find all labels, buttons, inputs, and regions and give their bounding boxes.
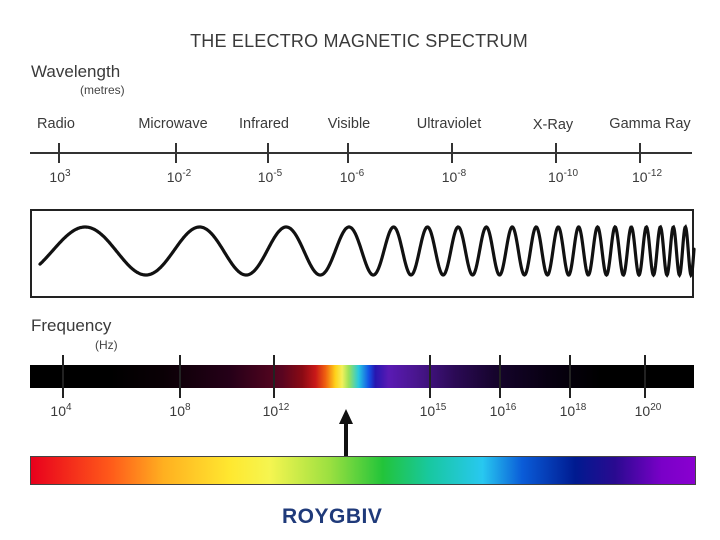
band-label-visible: Visible [327, 116, 371, 132]
wave-panel [30, 209, 696, 298]
roygbiv-label: ROYGBIV [282, 505, 383, 528]
band-label-xray: X-Ray [532, 117, 574, 133]
frequency-title: Frequency [31, 316, 112, 335]
frequency-tick-label: 1012 [262, 402, 290, 419]
frequency-tick-label: 108 [169, 402, 191, 419]
frequency-unit: (Hz) [95, 338, 118, 352]
wavelength-tick-label: 10-2 [166, 168, 192, 185]
frequency-tick-label: 1015 [419, 402, 447, 419]
frequency-tick-label: 1016 [489, 402, 517, 419]
wavelength-tick-label: 10-6 [339, 168, 365, 185]
band-label-ultraviolet: Ultraviolet [416, 116, 482, 132]
band-label-radio: Radio [37, 116, 75, 132]
wavelength-tick-label: 10-10 [547, 168, 579, 185]
band-label-gamma-ray: Gamma Ray [609, 116, 691, 132]
band-label-infrared: Infrared [239, 116, 289, 132]
wavelength-tick-label: 10-5 [257, 168, 283, 185]
frequency-tick-label: 1018 [559, 402, 587, 419]
wavelength-tick-label: 10-12 [631, 168, 663, 185]
frequency-tick-label: 1020 [634, 402, 662, 419]
frequency-tick-label: 104 [50, 402, 72, 419]
wavelength-unit: (metres) [80, 83, 125, 97]
wavelength-title: Wavelength [31, 62, 121, 81]
band-label-microwave: Microwave [138, 116, 208, 132]
frequency-spectrum-bar [30, 365, 694, 388]
wavelength-tick-label: 103 [49, 168, 71, 185]
diagram-title: THE ELECTRO MAGNETIC SPECTRUM [190, 31, 528, 51]
wavelength-tick-label: 10-8 [441, 168, 467, 185]
visible-light-spectrum [30, 456, 696, 485]
wave-line [38, 224, 696, 279]
visible-pointer-arrow-head [339, 409, 353, 424]
wave-illustration [38, 224, 696, 279]
